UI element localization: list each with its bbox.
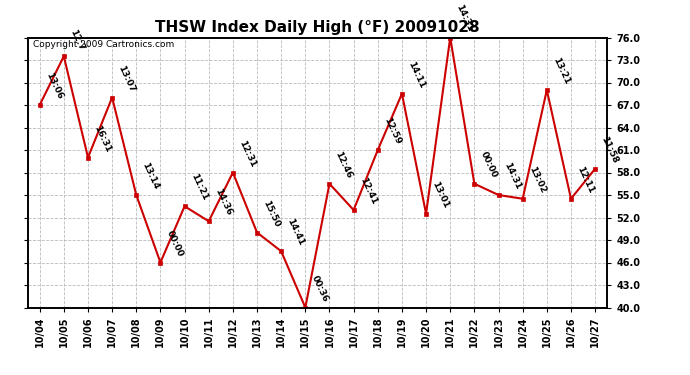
Text: 00:36: 00:36 <box>310 274 330 303</box>
Text: 14:36: 14:36 <box>213 187 233 217</box>
Text: 12:31: 12:31 <box>237 139 257 168</box>
Text: 12:11: 12:11 <box>575 165 595 195</box>
Text: 00:00: 00:00 <box>165 229 185 258</box>
Text: 12:41: 12:41 <box>358 176 378 206</box>
Text: 14:41: 14:41 <box>286 217 306 247</box>
Text: 13:02: 13:02 <box>527 165 547 195</box>
Text: 13:01: 13:01 <box>431 180 451 210</box>
Text: 14:31: 14:31 <box>455 3 475 33</box>
Text: 00:00: 00:00 <box>479 150 499 180</box>
Text: 12:46: 12:46 <box>334 150 354 180</box>
Text: 14:31: 14:31 <box>503 161 523 191</box>
Text: 13:14: 13:14 <box>141 161 161 191</box>
Text: 12:59: 12:59 <box>382 116 402 146</box>
Text: 11:21: 11:21 <box>189 172 209 202</box>
Text: 16:31: 16:31 <box>92 124 112 153</box>
Text: 12:7: 12:7 <box>68 28 86 52</box>
Text: 13:21: 13:21 <box>551 56 571 86</box>
Text: 13:07: 13:07 <box>117 64 137 93</box>
Text: 11:58: 11:58 <box>600 135 620 165</box>
Text: 13:06: 13:06 <box>44 71 64 101</box>
Text: Copyright 2009 Cartronics.com: Copyright 2009 Cartronics.com <box>33 40 175 49</box>
Text: 14:11: 14:11 <box>406 60 426 90</box>
Text: 15:50: 15:50 <box>262 199 282 228</box>
Title: THSW Index Daily High (°F) 20091028: THSW Index Daily High (°F) 20091028 <box>155 20 480 35</box>
